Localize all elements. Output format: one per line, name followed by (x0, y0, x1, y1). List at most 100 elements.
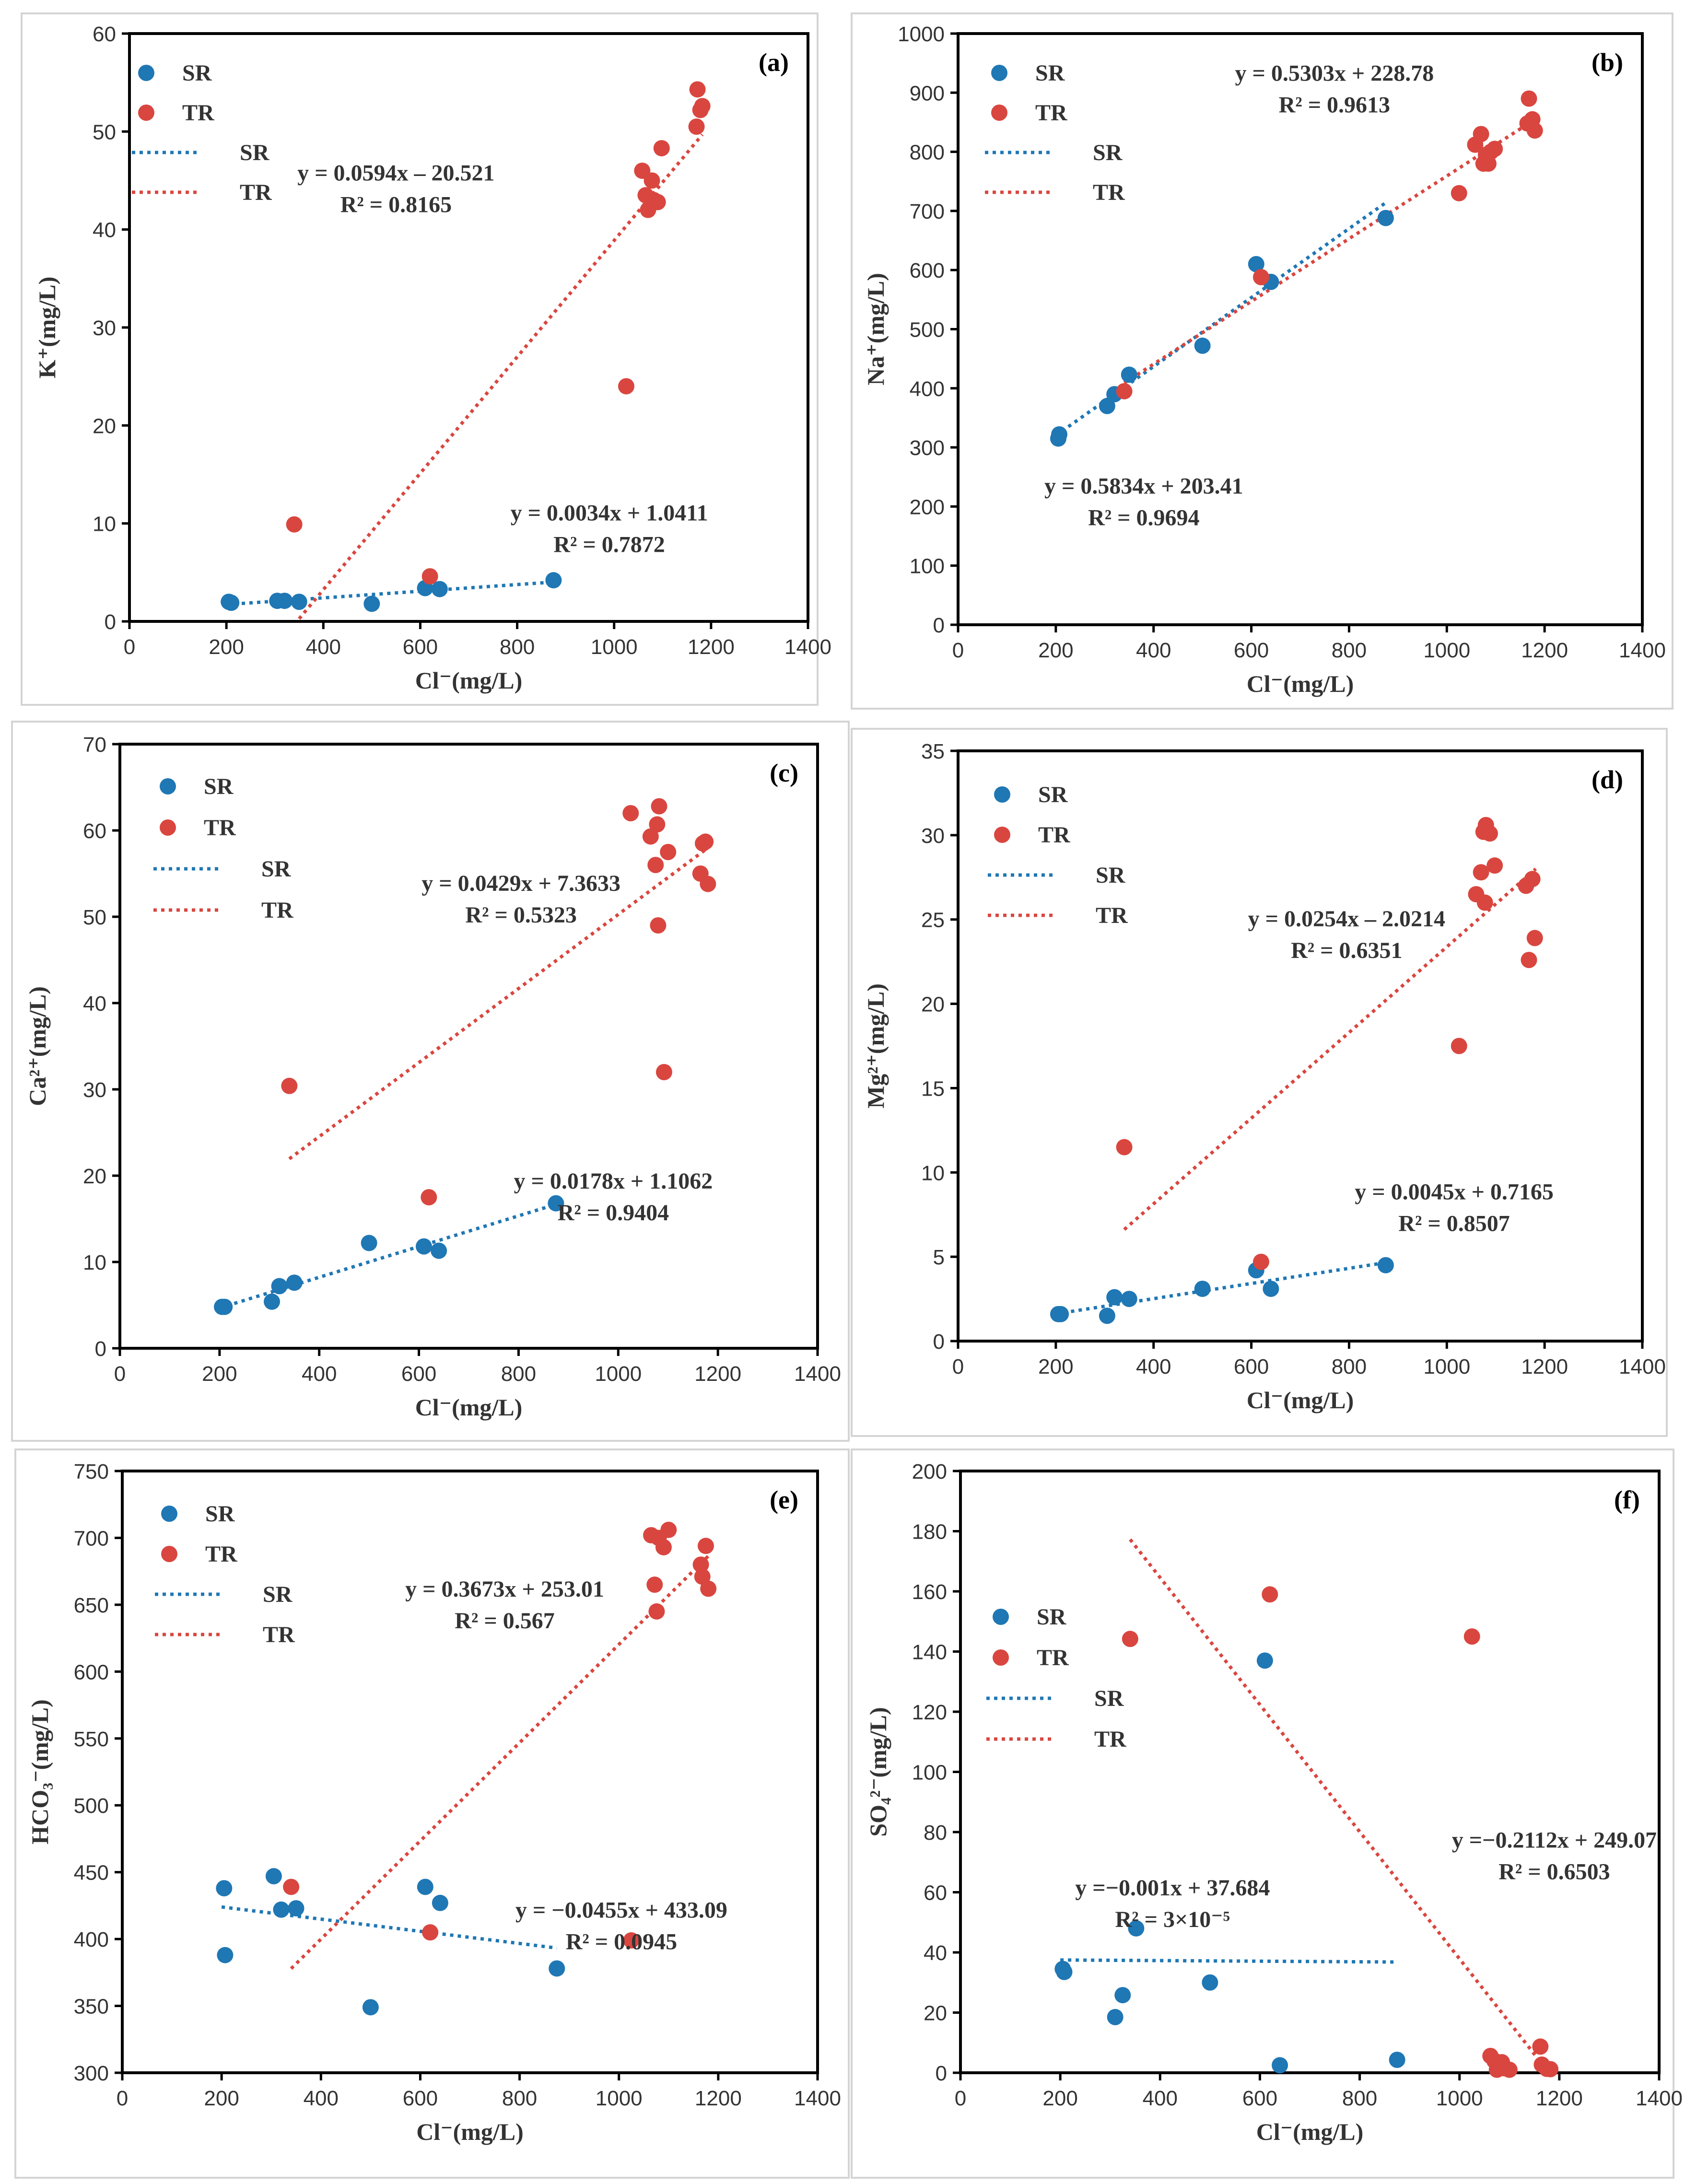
panel-frame (851, 1448, 1674, 2179)
legend-line-label-tr: TR (1096, 903, 1128, 928)
x-tick-label: 400 (304, 2087, 339, 2110)
x-axis-title: Cl⁻(mg/L) (416, 2118, 524, 2145)
y-tick-label: 80 (924, 1821, 947, 1845)
data-point-sr (216, 1298, 233, 1315)
x-tick-label: 600 (1234, 1355, 1269, 1378)
x-tick-label: 200 (1038, 1355, 1073, 1378)
data-point-tr (283, 1879, 300, 1895)
data-point-tr (1252, 1253, 1269, 1270)
data-point-sr (1121, 1291, 1137, 1308)
y-tick-label: 40 (83, 992, 106, 1016)
chart-panel-a: 0 200 400 600 800 1000 1200 1400 0 10 20 30 40 50 60 Cl… (21, 12, 831, 706)
regression-equation-sr: y = −0.0455x + 433.09 (515, 1897, 727, 1923)
y-tick-label: 400 (910, 377, 945, 401)
x-tick-label: 1400 (794, 1362, 841, 1386)
data-point-tr (649, 194, 666, 210)
data-point-sr (1099, 397, 1115, 414)
x-tick-label: 800 (1332, 1355, 1367, 1378)
y-tick-label: 10 (83, 1251, 106, 1274)
data-point-sr (288, 1900, 304, 1916)
x-tick-label: 400 (306, 635, 341, 659)
data-point-sr (549, 1960, 565, 1977)
x-tick-label: 800 (1342, 2087, 1377, 2110)
data-point-sr (1202, 1974, 1218, 1991)
legend-label-sr: SR (204, 774, 234, 799)
trendline-sr (1055, 1261, 1386, 1316)
legend-line-label-sr: SR (1096, 863, 1126, 888)
x-tick-label: 400 (1136, 639, 1171, 662)
legend-marker-tr (138, 105, 154, 121)
y-tick-label: 550 (74, 1728, 109, 1751)
data-point-sr (1389, 2052, 1405, 2068)
data-point-sr (548, 1195, 564, 1212)
data-point-sr (1099, 1308, 1115, 1324)
data-point-tr (650, 917, 667, 934)
data-point-tr (1521, 952, 1537, 969)
y-tick-label: 35 (921, 740, 945, 763)
data-point-sr (1256, 1652, 1273, 1669)
data-point-tr (1473, 126, 1489, 142)
y-tick-label: 300 (910, 436, 945, 460)
x-tick-label: 1200 (1521, 639, 1568, 662)
legend-marker-tr (994, 827, 1010, 843)
data-point-tr (286, 516, 303, 533)
y-axis-title: SO₄²⁻(mg/L) (865, 1707, 891, 1836)
data-point-tr (1116, 383, 1133, 399)
y-tick-label: 20 (93, 414, 116, 438)
legend-marker-sr (991, 65, 1007, 81)
y-tick-label: 10 (93, 513, 116, 536)
x-axis-title: Cl⁻(mg/L) (1247, 670, 1354, 697)
data-point-tr (623, 1932, 640, 1949)
data-point-tr (1451, 185, 1467, 201)
r-squared-sr: R² = 0.9694 (1088, 505, 1199, 530)
legend: SR TR SR TR (986, 1604, 1127, 1752)
legend-label-tr: TR (1035, 100, 1068, 126)
data-point-tr (1476, 894, 1493, 911)
x-tick-label: 200 (202, 1362, 237, 1386)
x-tick-label: 1400 (1619, 1355, 1666, 1378)
x-axis-title: Cl⁻(mg/L) (1256, 2118, 1364, 2145)
legend-label-sr: SR (1037, 1604, 1067, 1630)
legend-line-label-tr: TR (263, 1622, 295, 1647)
data-point-tr (655, 1064, 672, 1080)
r-squared-tr: R² = 0.6351 (1291, 938, 1402, 963)
data-point-tr (689, 81, 706, 98)
data-point-sr (1107, 2009, 1124, 2025)
data-point-sr (432, 1894, 448, 1911)
r-squared-tr: R² = 0.9613 (1279, 93, 1390, 118)
data-point-sr (273, 1901, 290, 1918)
plot-area (957, 749, 1644, 1343)
data-point-sr (1056, 1963, 1073, 1980)
x-tick-label: 1200 (1521, 1355, 1568, 1378)
data-point-sr (415, 1238, 432, 1255)
regression-equation-sr: y =−0.001x + 37.684 (1075, 1875, 1270, 1901)
chart-panel-d: 0 200 400 600 800 1000 1200 1400 0 5 10 15 20 25 30 35 C… (851, 728, 1668, 1437)
data-point-sr (1194, 338, 1211, 354)
data-point-tr (1116, 1139, 1133, 1156)
y-axis-title: Ca²⁺(mg/L) (24, 986, 51, 1106)
x-tick-label: 800 (501, 1362, 536, 1386)
x-tick-label: 1000 (1423, 639, 1470, 662)
data-point-sr (271, 1278, 288, 1295)
data-point-tr (1521, 90, 1537, 107)
y-tick-label: 900 (910, 82, 945, 105)
y-tick-label: 140 (912, 1641, 947, 1664)
data-point-sr (1377, 1257, 1394, 1273)
data-point-tr (421, 1189, 437, 1205)
r-squared-tr: R² = 0.8165 (340, 192, 452, 218)
y-tick-label: 600 (74, 1660, 109, 1684)
y-tick-label: 10 (921, 1161, 945, 1185)
trendline-tr (1123, 117, 1537, 385)
y-tick-label: 30 (83, 1078, 106, 1102)
y-tick-label: 20 (921, 993, 945, 1016)
x-tick-label: 0 (952, 1355, 964, 1378)
data-point-sr (1194, 1280, 1211, 1297)
regression-equation-tr: y = 0.0429x + 7.3633 (421, 871, 620, 896)
panel-label: (d) (1592, 765, 1623, 794)
y-tick-label: 70 (83, 733, 106, 757)
x-tick-label: 1000 (1423, 1355, 1470, 1378)
data-point-tr (700, 876, 716, 892)
y-axis-title: Na⁺(mg/L) (862, 273, 889, 385)
data-point-sr (1248, 256, 1264, 272)
r-squared-tr: R² = 0.567 (455, 1608, 554, 1634)
